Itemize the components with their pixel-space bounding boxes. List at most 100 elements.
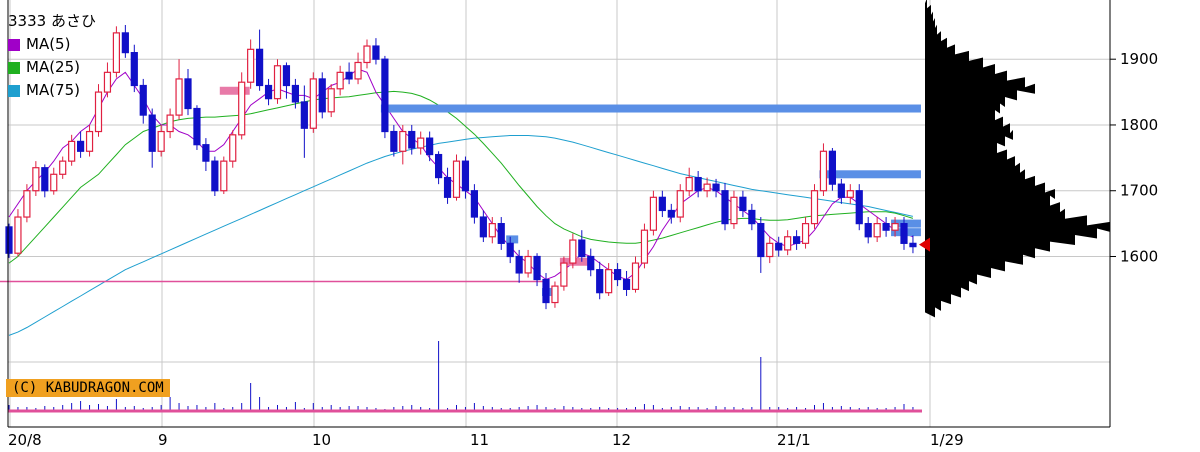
- candle-body: [730, 196, 738, 225]
- candle-body: [264, 84, 273, 100]
- candle-body: [76, 140, 85, 152]
- candle-body: [766, 242, 774, 258]
- x-tick-label: 11: [470, 431, 489, 449]
- candle-body: [14, 216, 22, 254]
- candle-body: [685, 176, 693, 192]
- candle-body: [873, 223, 881, 238]
- candle-body: [596, 269, 604, 294]
- candle-body: [515, 255, 523, 274]
- candle-body: [381, 58, 389, 133]
- candle-body: [408, 130, 416, 149]
- candle-body: [846, 190, 854, 198]
- sr-band: [380, 104, 921, 113]
- candle-body: [506, 242, 514, 258]
- candle-body: [435, 153, 443, 179]
- candle-body: [273, 65, 282, 100]
- candle-body: [211, 160, 219, 192]
- candle-body: [157, 130, 165, 152]
- ma75-line: [8, 135, 914, 336]
- candle-body: [94, 91, 103, 133]
- candle-body: [112, 32, 121, 73]
- candle-body: [667, 209, 675, 218]
- candle-body: [220, 160, 228, 192]
- ma25-line: [8, 90, 914, 264]
- candle-body: [345, 71, 353, 80]
- candle-body: [900, 223, 908, 244]
- x-tick-label: 20/8: [8, 431, 42, 449]
- candle-body: [443, 176, 452, 198]
- candle-body: [703, 183, 711, 192]
- candle-body: [175, 78, 183, 116]
- candle-body: [560, 262, 568, 287]
- legend-label: MA(25): [26, 58, 80, 76]
- sr-band: [219, 86, 250, 95]
- legend-item-ma5: MA(5): [8, 33, 96, 56]
- candle-body: [50, 173, 58, 192]
- candle-body: [148, 114, 156, 152]
- candle-body: [497, 223, 505, 244]
- candle-body: [775, 242, 783, 251]
- candle-body: [613, 269, 622, 281]
- volume-profile: [925, 0, 1110, 318]
- ma5-swatch: [8, 38, 20, 51]
- candle-body: [363, 45, 371, 64]
- sr-band: [819, 170, 921, 179]
- candle-body: [488, 223, 496, 238]
- candle-body: [801, 223, 810, 244]
- candle-body: [569, 239, 577, 264]
- candle-body: [757, 223, 765, 258]
- candle-body: [247, 48, 255, 83]
- ma75-swatch: [8, 84, 20, 97]
- candle-body: [855, 190, 863, 225]
- candle-body: [587, 255, 595, 271]
- candle-body: [542, 278, 550, 304]
- copyright-badge: (C) KABUDRAGON.COM: [6, 379, 170, 397]
- candle-body: [202, 144, 210, 162]
- candle-body: [41, 167, 49, 192]
- candle-body: [390, 130, 398, 152]
- candle-body: [452, 160, 461, 198]
- chart-title-text: 3333 あさひ: [8, 12, 96, 30]
- candle-body: [676, 190, 684, 218]
- candle-body: [32, 167, 40, 192]
- candle-body: [819, 150, 828, 192]
- candle-body: [256, 48, 264, 87]
- candle-body: [336, 71, 344, 90]
- candle-body: [166, 114, 174, 133]
- candle-body: [640, 229, 649, 264]
- candle-body: [622, 278, 631, 290]
- candle-body: [354, 61, 362, 80]
- candle-body: [461, 160, 470, 192]
- candle-body: [103, 71, 112, 93]
- candle-body: [399, 130, 407, 152]
- candle-body: [238, 81, 246, 136]
- candle-body: [300, 101, 308, 129]
- candle-body: [882, 223, 890, 231]
- candle-body: [139, 84, 147, 116]
- candle-body: [327, 88, 335, 113]
- x-tick-label: 12: [612, 431, 631, 449]
- candle-body: [417, 137, 425, 149]
- legend-label: MA(75): [26, 81, 80, 99]
- axes: 1600 1700 1800 1900 20/8 9 10 11 12 21/1 1/29: [7, 0, 1158, 449]
- candle-body: [479, 216, 487, 238]
- candle-body: [130, 52, 138, 87]
- candle-body: [891, 223, 899, 231]
- x-tick-label: 1/29: [930, 431, 964, 449]
- candle-body: [470, 190, 478, 218]
- candle-body: [792, 236, 801, 244]
- chart-title: 3333 あさひ: [8, 10, 96, 33]
- legend-item-ma75: MA(75): [8, 79, 96, 102]
- candle-body: [658, 196, 666, 212]
- candle-body: [23, 190, 31, 218]
- legend-item-ma25: MA(25): [8, 56, 96, 79]
- candle-body: [909, 242, 917, 248]
- candle-body: [810, 190, 819, 225]
- candle-body: [309, 78, 317, 129]
- candle-body: [694, 176, 702, 192]
- y-tick-label: 1700: [1120, 182, 1158, 200]
- candle-body: [372, 45, 380, 60]
- y-tick-label: 1600: [1120, 248, 1158, 266]
- legend: 3333 あさひ MA(5) MA(25) MA(75): [8, 10, 96, 102]
